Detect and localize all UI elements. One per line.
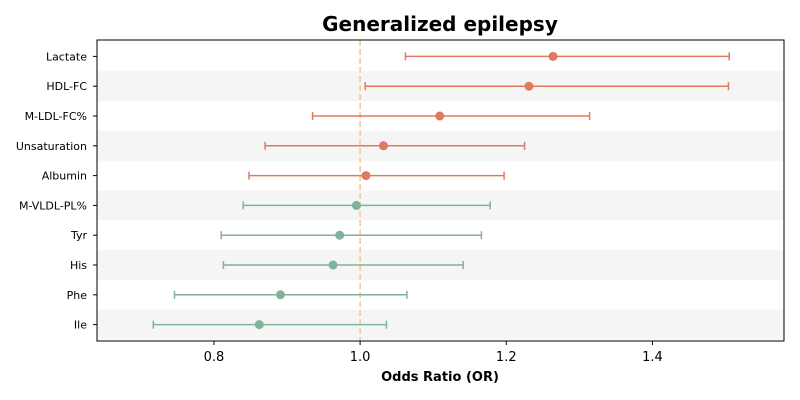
- or-point: [275, 290, 285, 300]
- x-tick-label: 1.2: [496, 350, 517, 365]
- or-point: [351, 200, 361, 210]
- y-tick-label: Ile: [74, 319, 87, 332]
- x-tick-label: 1.0: [350, 350, 371, 365]
- chart-title: Generalized epilepsy: [322, 12, 558, 36]
- or-point: [548, 51, 558, 61]
- x-axis-ticks: 0.8 1.0 1.2 1.4: [204, 341, 663, 365]
- y-tick-label: Tyr: [70, 229, 88, 242]
- x-tick-label: 0.8: [204, 350, 225, 365]
- y-tick-label: M-LDL-FC%: [25, 110, 87, 123]
- x-tick-label: 1.4: [642, 350, 663, 365]
- data-marks: [152, 51, 730, 330]
- y-tick-label: Albumin: [42, 170, 87, 183]
- y-tick-label: HDL-FC: [46, 80, 87, 93]
- y-axis-ticks: Lactate HDL-FC M-LDL-FC% Unsaturation Albumi…: [16, 50, 97, 332]
- or-point: [254, 320, 264, 330]
- or-point: [435, 111, 445, 121]
- y-tick-label: Lactate: [46, 50, 87, 63]
- or-point: [378, 141, 388, 151]
- y-tick-label: His: [70, 259, 87, 272]
- y-tick-label: Unsaturation: [16, 140, 87, 153]
- x-axis-label: Odds Ratio (OR): [381, 370, 499, 385]
- plot-frame: [96, 39, 785, 342]
- or-point: [361, 171, 371, 181]
- or-point: [328, 260, 338, 270]
- or-point: [335, 230, 345, 240]
- or-point: [524, 81, 534, 91]
- y-tick-label: Phe: [67, 289, 88, 302]
- y-tick-label: M-VLDL-PL%: [19, 199, 87, 212]
